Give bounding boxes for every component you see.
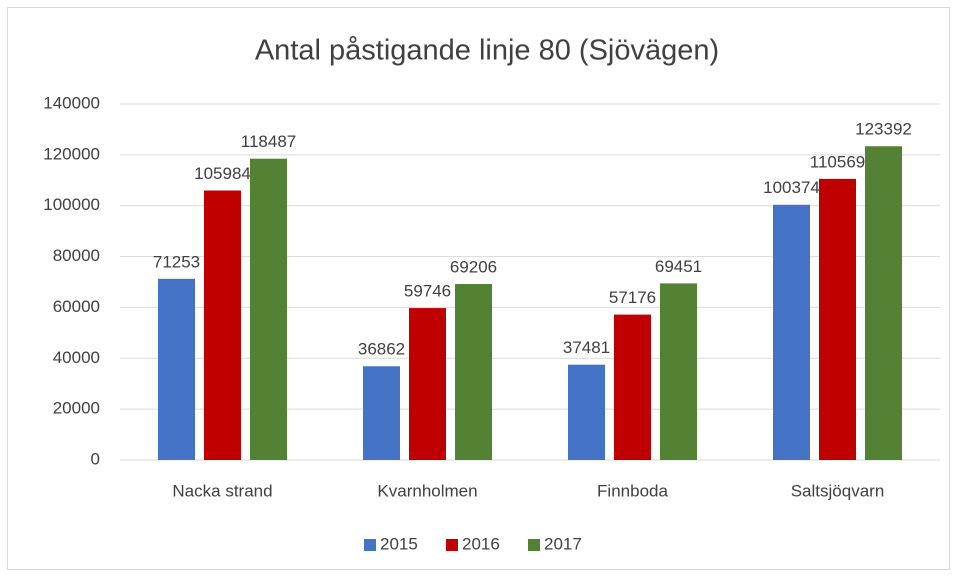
y-tick-label: 60000 [53,297,100,316]
bar [158,278,195,460]
bar [568,364,605,460]
x-tick-label: Kvarnholmen [377,481,477,500]
y-tick-label: 20000 [53,399,100,418]
y-tick-label: 100000 [43,195,100,214]
data-label: 110569 [810,152,865,171]
chart-title: Antal påstigande linje 80 (Sjövägen) [255,35,719,67]
legend-label: 2015 [380,534,418,553]
data-label: 118487 [241,132,296,151]
legend-swatch [364,539,376,551]
legend-label: 2016 [462,534,500,553]
x-tick-label: Saltsjöqvarn [791,481,885,500]
data-label: 105984 [194,164,251,183]
bar [363,366,400,460]
x-tick-label: Nacka strand [172,481,272,500]
data-label: 71253 [153,252,200,271]
bar [819,178,856,461]
x-tick-label: Finnboda [597,481,668,500]
y-tick-label: 120000 [43,144,100,163]
legend-swatch [528,539,540,551]
bar [409,308,446,460]
y-tick-label: 0 [91,449,100,468]
bar [455,284,492,460]
bar [204,190,241,460]
bar [660,283,697,460]
data-label: 69451 [655,257,702,276]
bar [614,314,651,460]
data-label: 59746 [404,282,451,301]
legend-swatch [446,539,458,551]
y-tick-label: 140000 [43,93,100,112]
data-label: 57176 [609,288,656,307]
data-label: 69206 [450,258,497,277]
bar [250,158,287,461]
y-tick-label: 80000 [53,246,100,265]
data-label: 37481 [563,338,610,357]
data-label: 123392 [855,120,912,139]
y-tick-label: 40000 [53,348,100,367]
data-label: 36862 [358,340,405,359]
bar [865,146,902,461]
bar [773,204,810,460]
legend-label: 2017 [544,534,582,553]
data-label: 100374 [763,178,820,197]
